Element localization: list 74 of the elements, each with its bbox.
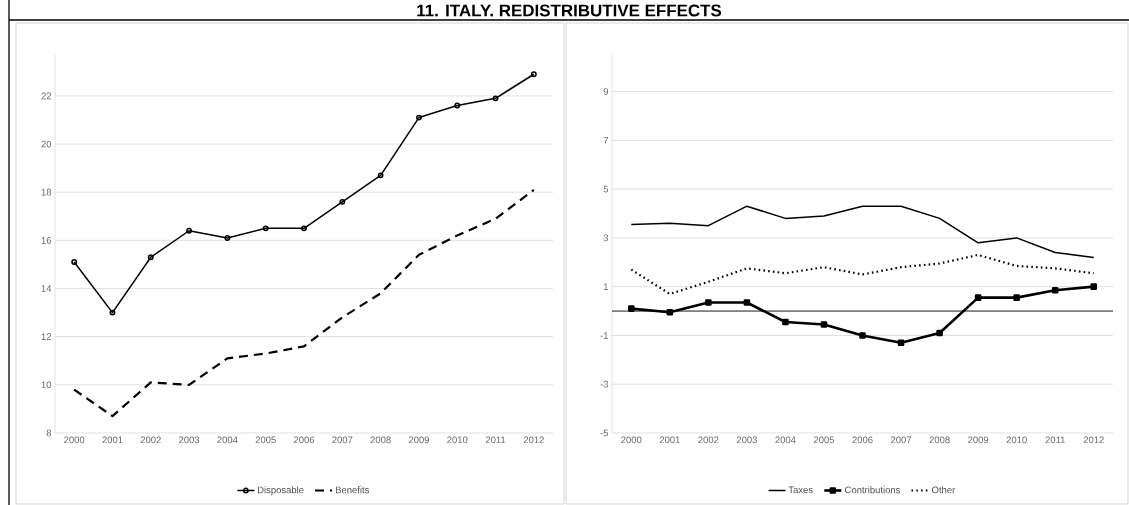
point bbox=[782, 318, 789, 326]
point bbox=[224, 235, 231, 241]
point bbox=[262, 225, 269, 232]
x-tick-label: 2011 bbox=[1045, 436, 1065, 444]
x-tick-label: 2001 bbox=[659, 436, 680, 444]
y-tick-label: -3 bbox=[600, 380, 609, 388]
point bbox=[454, 102, 461, 109]
legend-label: Disposable bbox=[257, 486, 304, 496]
x-tick-label: 2004 bbox=[775, 436, 796, 444]
y-tick-label: 22 bbox=[41, 92, 52, 100]
y-tick-label: 14 bbox=[41, 285, 52, 292]
x-tick-label: 2012 bbox=[1083, 436, 1104, 444]
y-tick-label: -1 bbox=[600, 332, 609, 339]
point bbox=[339, 198, 346, 205]
point bbox=[147, 254, 154, 261]
legend-label: Other bbox=[932, 486, 956, 494]
point bbox=[936, 329, 943, 337]
x-tick-label: 2001 bbox=[102, 436, 123, 444]
x-tick-label: 2002 bbox=[698, 436, 719, 444]
y-tick-label: 5 bbox=[603, 185, 609, 193]
y-tick-label: 1 bbox=[603, 283, 609, 290]
x-tick-label: 2008 bbox=[370, 436, 391, 444]
x-tick-label: 2004 bbox=[217, 436, 238, 444]
y-tick-label: 12 bbox=[41, 333, 52, 340]
x-tick-label: 2003 bbox=[736, 436, 757, 444]
y-tick-label: 9 bbox=[603, 88, 609, 95]
x-tick-label: 2009 bbox=[408, 436, 430, 444]
y-tick-label: 16 bbox=[41, 237, 52, 244]
x-tick-label: 2006 bbox=[293, 436, 315, 444]
x-tick-label: 2010 bbox=[447, 436, 468, 444]
y-tick-label: 20 bbox=[41, 140, 52, 148]
line-series bbox=[73, 188, 535, 418]
x-tick-label: 2011 bbox=[485, 436, 506, 444]
point bbox=[377, 172, 384, 179]
x-tick-label: 2003 bbox=[179, 436, 200, 444]
legend-label: Taxes bbox=[788, 486, 813, 494]
point bbox=[492, 95, 499, 102]
line-series bbox=[630, 205, 1095, 259]
x-tick-label: 2008 bbox=[929, 436, 950, 444]
point bbox=[1051, 287, 1059, 294]
x-tick-label: 2002 bbox=[140, 436, 161, 444]
point bbox=[974, 294, 982, 301]
point bbox=[666, 308, 674, 316]
point bbox=[627, 305, 635, 312]
x-tick-label: 2000 bbox=[621, 436, 642, 444]
point bbox=[705, 299, 712, 306]
point bbox=[301, 225, 307, 232]
x-tick-label: 2009 bbox=[968, 436, 989, 444]
point bbox=[743, 299, 751, 306]
y-tick-label: 18 bbox=[41, 188, 52, 196]
point bbox=[415, 114, 422, 121]
x-tick-label: 2000 bbox=[64, 436, 85, 444]
y-tick-label: -5 bbox=[600, 429, 609, 437]
x-tick-label: 2012 bbox=[523, 436, 544, 444]
x-tick-label: 2006 bbox=[852, 436, 873, 444]
y-tick-label: 7 bbox=[603, 137, 609, 144]
point bbox=[1013, 294, 1020, 301]
y-tick-label: 10 bbox=[41, 381, 52, 389]
x-tick-label: 2005 bbox=[255, 436, 276, 444]
point bbox=[859, 332, 866, 339]
chart-title: 11. ITALY. REDISTRIBUTIVE EFFECTS bbox=[417, 4, 722, 17]
x-tick-label: 2007 bbox=[332, 436, 353, 444]
point bbox=[897, 339, 905, 347]
x-tick-label: 2007 bbox=[890, 436, 912, 444]
point bbox=[1090, 283, 1098, 290]
line-series bbox=[630, 253, 1095, 296]
point bbox=[186, 227, 193, 234]
point bbox=[820, 321, 828, 328]
x-tick-label: 2005 bbox=[813, 436, 835, 444]
x-tick-label: 2010 bbox=[1006, 436, 1027, 444]
y-tick-label: 3 bbox=[603, 234, 609, 242]
legend-label: Contributions bbox=[845, 486, 901, 494]
legend-label: Benefits bbox=[335, 486, 370, 494]
y-tick-label: 8 bbox=[46, 429, 52, 437]
